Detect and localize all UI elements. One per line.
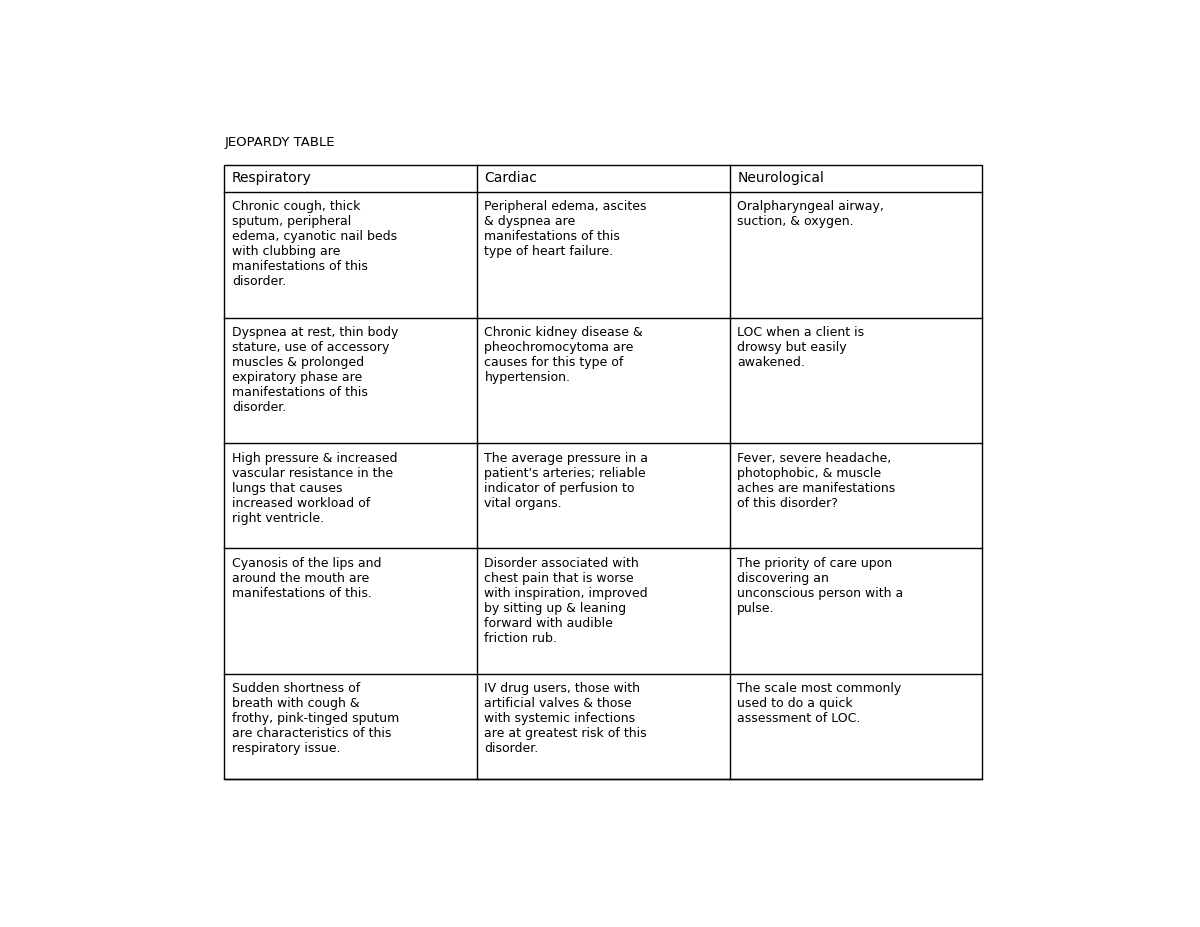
Text: IV drug users, those with
artificial valves & those
with systemic infections
are: IV drug users, those with artificial val… bbox=[485, 682, 647, 756]
Text: Chronic cough, thick
sputum, peripheral
edema, cyanotic nail beds
with clubbing : Chronic cough, thick sputum, peripheral … bbox=[232, 200, 397, 288]
Text: Peripheral edema, ascites
& dyspnea are
manifestations of this
type of heart fai: Peripheral edema, ascites & dyspnea are … bbox=[485, 200, 647, 259]
Text: Oralpharyngeal airway,
suction, & oxygen.: Oralpharyngeal airway, suction, & oxygen… bbox=[737, 200, 884, 228]
Text: Cyanosis of the lips and
around the mouth are
manifestations of this.: Cyanosis of the lips and around the mout… bbox=[232, 557, 382, 600]
Text: Neurological: Neurological bbox=[737, 171, 824, 185]
Text: The scale most commonly
used to do a quick
assessment of LOC.: The scale most commonly used to do a qui… bbox=[737, 682, 901, 726]
Text: Sudden shortness of
breath with cough &
frothy, pink-tinged sputum
are character: Sudden shortness of breath with cough & … bbox=[232, 682, 400, 756]
Text: Respiratory: Respiratory bbox=[232, 171, 312, 185]
Text: The priority of care upon
discovering an
unconscious person with a
pulse.: The priority of care upon discovering an… bbox=[737, 557, 904, 615]
Text: Dyspnea at rest, thin body
stature, use of accessory
muscles & prolonged
expirat: Dyspnea at rest, thin body stature, use … bbox=[232, 326, 398, 414]
Text: High pressure & increased
vascular resistance in the
lungs that causes
increased: High pressure & increased vascular resis… bbox=[232, 452, 397, 525]
Text: Cardiac: Cardiac bbox=[485, 171, 538, 185]
Text: LOC when a client is
drowsy but easily
awakened.: LOC when a client is drowsy but easily a… bbox=[737, 326, 864, 369]
Text: Chronic kidney disease &
pheochromocytoma are
causes for this type of
hypertensi: Chronic kidney disease & pheochromocytom… bbox=[485, 326, 643, 384]
Text: The average pressure in a
patient's arteries; reliable
indicator of perfusion to: The average pressure in a patient's arte… bbox=[485, 452, 648, 510]
Text: Disorder associated with
chest pain that is worse
with inspiration, improved
by : Disorder associated with chest pain that… bbox=[485, 557, 648, 644]
Text: Fever, severe headache,
photophobic, & muscle
aches are manifestations
of this d: Fever, severe headache, photophobic, & m… bbox=[737, 452, 895, 510]
Text: JEOPARDY TABLE: JEOPARDY TABLE bbox=[224, 136, 335, 149]
